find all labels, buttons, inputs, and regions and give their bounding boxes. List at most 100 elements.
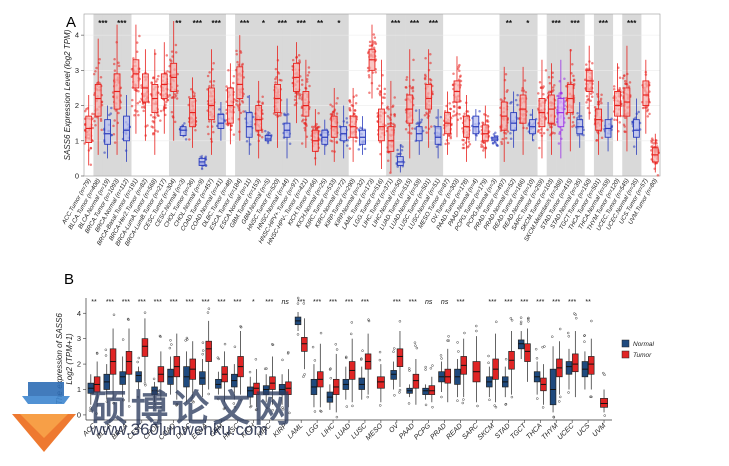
data-point xyxy=(168,93,172,97)
data-point xyxy=(495,144,499,147)
outlier-point xyxy=(232,402,236,405)
outlier-point xyxy=(296,302,300,305)
data-point xyxy=(164,103,167,106)
significance-mark: *** xyxy=(201,299,209,306)
data-point xyxy=(209,80,212,83)
data-point xyxy=(183,122,186,125)
data-point xyxy=(208,120,211,123)
data-point xyxy=(462,146,466,150)
data-point xyxy=(130,75,134,78)
significance-mark: *** xyxy=(193,19,203,28)
bg-band xyxy=(433,14,444,176)
outlier-point xyxy=(487,354,490,358)
data-point xyxy=(443,110,447,113)
box xyxy=(246,386,254,398)
outlier-point xyxy=(398,388,402,392)
data-point xyxy=(170,50,174,53)
outlier-point xyxy=(424,403,428,407)
data-point xyxy=(329,113,333,116)
data-point xyxy=(392,122,395,126)
data-point xyxy=(458,69,461,73)
data-point xyxy=(449,135,452,138)
x-tick-label: TGCT xyxy=(509,422,528,441)
outlier-point xyxy=(510,395,514,399)
data-point xyxy=(548,123,551,126)
data-point xyxy=(393,113,396,116)
data-point xyxy=(538,146,541,150)
data-point xyxy=(301,120,304,123)
x-tick-label: MESO xyxy=(365,422,385,442)
outlier-point xyxy=(543,345,546,348)
box xyxy=(141,338,149,357)
significance-mark: *** xyxy=(233,299,241,306)
data-point xyxy=(618,76,622,80)
outlier-point xyxy=(127,405,131,408)
data-point xyxy=(156,78,159,81)
data-point xyxy=(274,81,277,84)
significance-mark: *** xyxy=(570,19,580,28)
data-point xyxy=(506,89,509,92)
box xyxy=(425,83,433,110)
data-point xyxy=(623,125,626,128)
box xyxy=(215,378,222,389)
data-point xyxy=(174,43,178,47)
data-point xyxy=(345,144,349,147)
data-point xyxy=(238,130,241,133)
data-point xyxy=(624,130,627,134)
data-point xyxy=(264,129,267,133)
data-point xyxy=(378,84,381,87)
box xyxy=(245,112,253,138)
outlier-point xyxy=(367,318,370,321)
outlier-point xyxy=(112,401,115,405)
x-tick-label: READ xyxy=(445,422,464,441)
data-point xyxy=(239,51,243,54)
data-point xyxy=(230,124,233,127)
data-point xyxy=(405,78,408,81)
data-point xyxy=(429,61,432,65)
data-point xyxy=(374,42,378,45)
significance-mark: *** xyxy=(520,299,528,306)
data-point xyxy=(166,70,169,73)
data-point xyxy=(579,114,583,118)
data-point xyxy=(558,132,561,135)
data-point xyxy=(457,65,461,68)
data-point xyxy=(165,54,169,57)
data-point xyxy=(641,106,645,110)
outlier-point xyxy=(334,343,338,346)
outlier-point xyxy=(583,334,586,337)
outlier-point xyxy=(263,367,267,371)
outlier-point xyxy=(462,398,465,401)
significance-mark: *** xyxy=(504,299,512,306)
data-point xyxy=(165,100,168,104)
data-point xyxy=(300,78,304,82)
data-point xyxy=(448,102,451,105)
data-point xyxy=(547,90,551,93)
data-point xyxy=(372,42,375,45)
data-point xyxy=(504,72,508,76)
outlier-point xyxy=(424,368,427,371)
data-point xyxy=(135,41,139,44)
box xyxy=(396,348,404,367)
data-point xyxy=(586,106,590,110)
box xyxy=(135,371,142,383)
data-point xyxy=(591,61,594,65)
data-point xyxy=(486,120,490,123)
box xyxy=(85,115,93,143)
data-point xyxy=(236,104,240,107)
data-point xyxy=(412,58,415,62)
legend-label: Tumor xyxy=(633,352,652,359)
data-point xyxy=(452,72,455,75)
significance-mark: * xyxy=(252,299,255,306)
data-point xyxy=(307,71,311,74)
outlier-point xyxy=(286,352,290,355)
data-point xyxy=(637,110,640,114)
significance-mark: *** xyxy=(345,299,353,306)
data-point xyxy=(501,137,504,141)
data-point xyxy=(266,141,270,145)
significance-mark: *** xyxy=(410,19,420,28)
outlier-point xyxy=(233,345,237,349)
data-point xyxy=(566,81,570,85)
data-point xyxy=(600,93,603,97)
significance-mark: ** xyxy=(91,299,97,306)
box xyxy=(412,373,420,389)
